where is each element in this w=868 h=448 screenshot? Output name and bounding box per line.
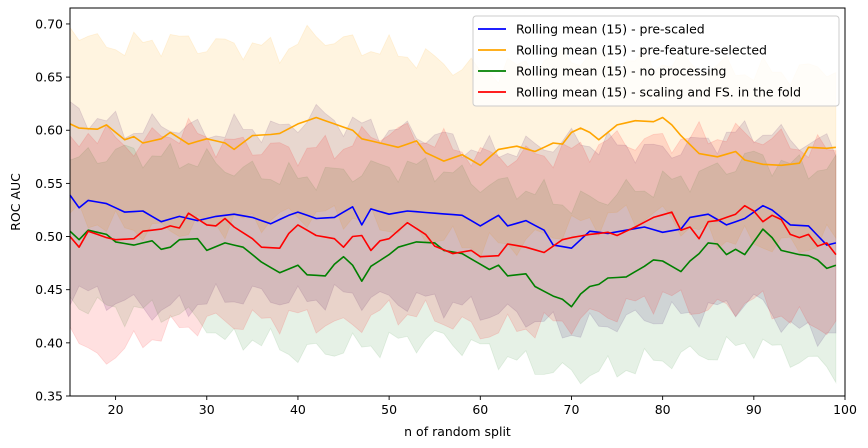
x-tick-label: 20	[108, 402, 124, 417]
legend: Rolling mean (15) - pre-scaled Rolling me…	[472, 15, 840, 107]
x-tick-label: 50	[381, 402, 397, 417]
y-tick-label: 0.65	[35, 70, 63, 85]
band-0	[69, 100, 837, 348]
plot-frame	[69, 7, 846, 397]
x-axis-label: n of random split	[404, 424, 511, 439]
band-3	[69, 117, 837, 365]
y-tick-label: 0.60	[35, 123, 63, 138]
y-axis-label: ROC AUC	[8, 173, 23, 231]
y-tick-label: 0.70	[35, 16, 63, 31]
x-axis: 20 30 40 50 60 70 80 90 100	[108, 396, 857, 417]
y-tick-label: 0.45	[35, 282, 63, 297]
y-axis: 0.35 0.40 0.45 0.50 0.55 0.60 0.65 0.70	[35, 16, 70, 404]
x-tick-label: 90	[746, 402, 762, 417]
legend-label-1: Rolling mean (15) - pre-feature-selected	[516, 43, 767, 58]
x-tick-label: 60	[472, 402, 488, 417]
legend-label-2: Rolling mean (15) - no processing	[516, 64, 726, 79]
legend-label-3: Rolling mean (15) - scaling and FS. in t…	[516, 85, 801, 100]
confidence-bands	[69, 24, 837, 385]
series-line-3	[69, 204, 837, 258]
x-tick-label: 40	[290, 402, 306, 417]
legend-label-0: Rolling mean (15) - pre-scaled	[516, 22, 705, 37]
band-2	[69, 142, 837, 385]
y-tick-label: 0.55	[35, 176, 63, 191]
legend-box	[472, 15, 840, 107]
y-tick-label: 0.50	[35, 229, 63, 244]
y-tick-label: 0.40	[35, 335, 63, 350]
y-tick-label: 0.35	[35, 389, 63, 404]
x-tick-label: 70	[564, 402, 580, 417]
x-tick-label: 80	[655, 402, 671, 417]
series-lines	[69, 116, 837, 308]
x-tick-label: 100	[833, 402, 857, 417]
series-line-0	[69, 194, 837, 249]
x-tick-label: 30	[199, 402, 215, 417]
series-line-2	[69, 228, 837, 308]
series-line-1	[69, 116, 836, 167]
